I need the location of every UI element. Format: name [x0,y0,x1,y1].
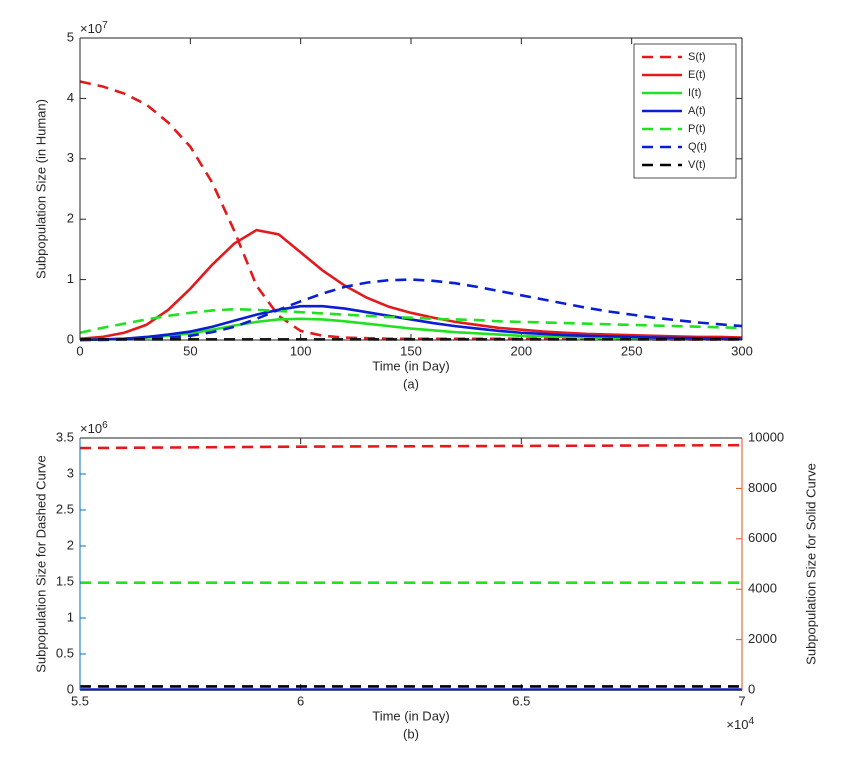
y-tick-label: 0 [67,331,74,346]
x-tick-label: 6.5 [512,693,530,708]
y2-tick-label: 2000 [748,631,777,646]
y-tick-label: 2.5 [56,501,74,516]
legend-label: Q(t) [688,141,707,153]
y-tick-label: 0.5 [56,645,74,660]
x-axis-label: Time (in Day) [372,708,450,723]
series-line [79,228,743,341]
y-tick-label: 3 [67,150,74,165]
y-tick-label: 3.5 [56,429,74,444]
y-tick-label: 5 [67,29,74,44]
x-tick-label: 5.5 [71,693,89,708]
multiplier-exponent: 7 [102,20,108,31]
x-tick-label: 150 [400,343,422,358]
y-tick-label: 4 [67,90,74,105]
x-tick-label: 6 [297,693,304,708]
y-axis-label: Subpopulation Size (in Human) [33,99,48,279]
x-axis-label: Time (in Day) [372,358,450,373]
multiplier-exponent: 6 [102,420,108,431]
plot-area [80,438,742,690]
axis-multiplier: ×104 [726,716,754,733]
y2-tick-label: 0 [748,681,755,696]
y2-tick-label: 6000 [748,530,777,545]
x-tick-label: 100 [290,343,312,358]
multiplier-exponent: 4 [748,716,754,727]
y-tick-label: 1 [67,271,74,286]
legend-label: P(t) [688,123,706,135]
series-line [79,307,743,335]
series-line [79,304,743,342]
x-tick-label: 300 [731,343,753,358]
y-tick-label: 2 [67,537,74,552]
series-line [79,443,743,450]
y2-tick-label: 4000 [748,581,777,596]
legend-label: E(t) [688,69,706,81]
caption: (a) [403,376,419,391]
y-tick-label: 1 [67,609,74,624]
y2-tick-label: 10000 [748,429,784,444]
multiplier-base: ×10 [726,717,748,732]
y-tick-label: 2 [67,211,74,226]
x-tick-label: 250 [621,343,643,358]
y-tick-label: 0 [67,681,74,696]
axis-multiplier: ×106 [80,420,108,437]
x-tick-label: 200 [510,343,532,358]
y-tick-label: 1.5 [56,573,74,588]
multiplier-base: ×10 [80,21,102,36]
multiplier-base: ×10 [80,421,102,436]
legend-label: A(t) [688,105,706,117]
series-line [80,278,743,342]
x-tick-label: 0 [76,343,83,358]
axis-multiplier: ×107 [80,20,108,37]
y2-tick-label: 8000 [748,480,777,495]
y-axis-label: Subpopulation Size for Dashed Curve [33,455,48,673]
legend-label: V(t) [688,159,706,171]
x-tick-label: 7 [738,693,745,708]
y2-axis-label: Subpopulation Size for Solid Curve [803,463,818,665]
legend-label: I(t) [688,87,701,99]
y-tick-label: 3 [67,465,74,480]
caption: (b) [403,726,419,741]
legend-label: S(t) [688,51,706,63]
x-tick-label: 50 [183,343,197,358]
